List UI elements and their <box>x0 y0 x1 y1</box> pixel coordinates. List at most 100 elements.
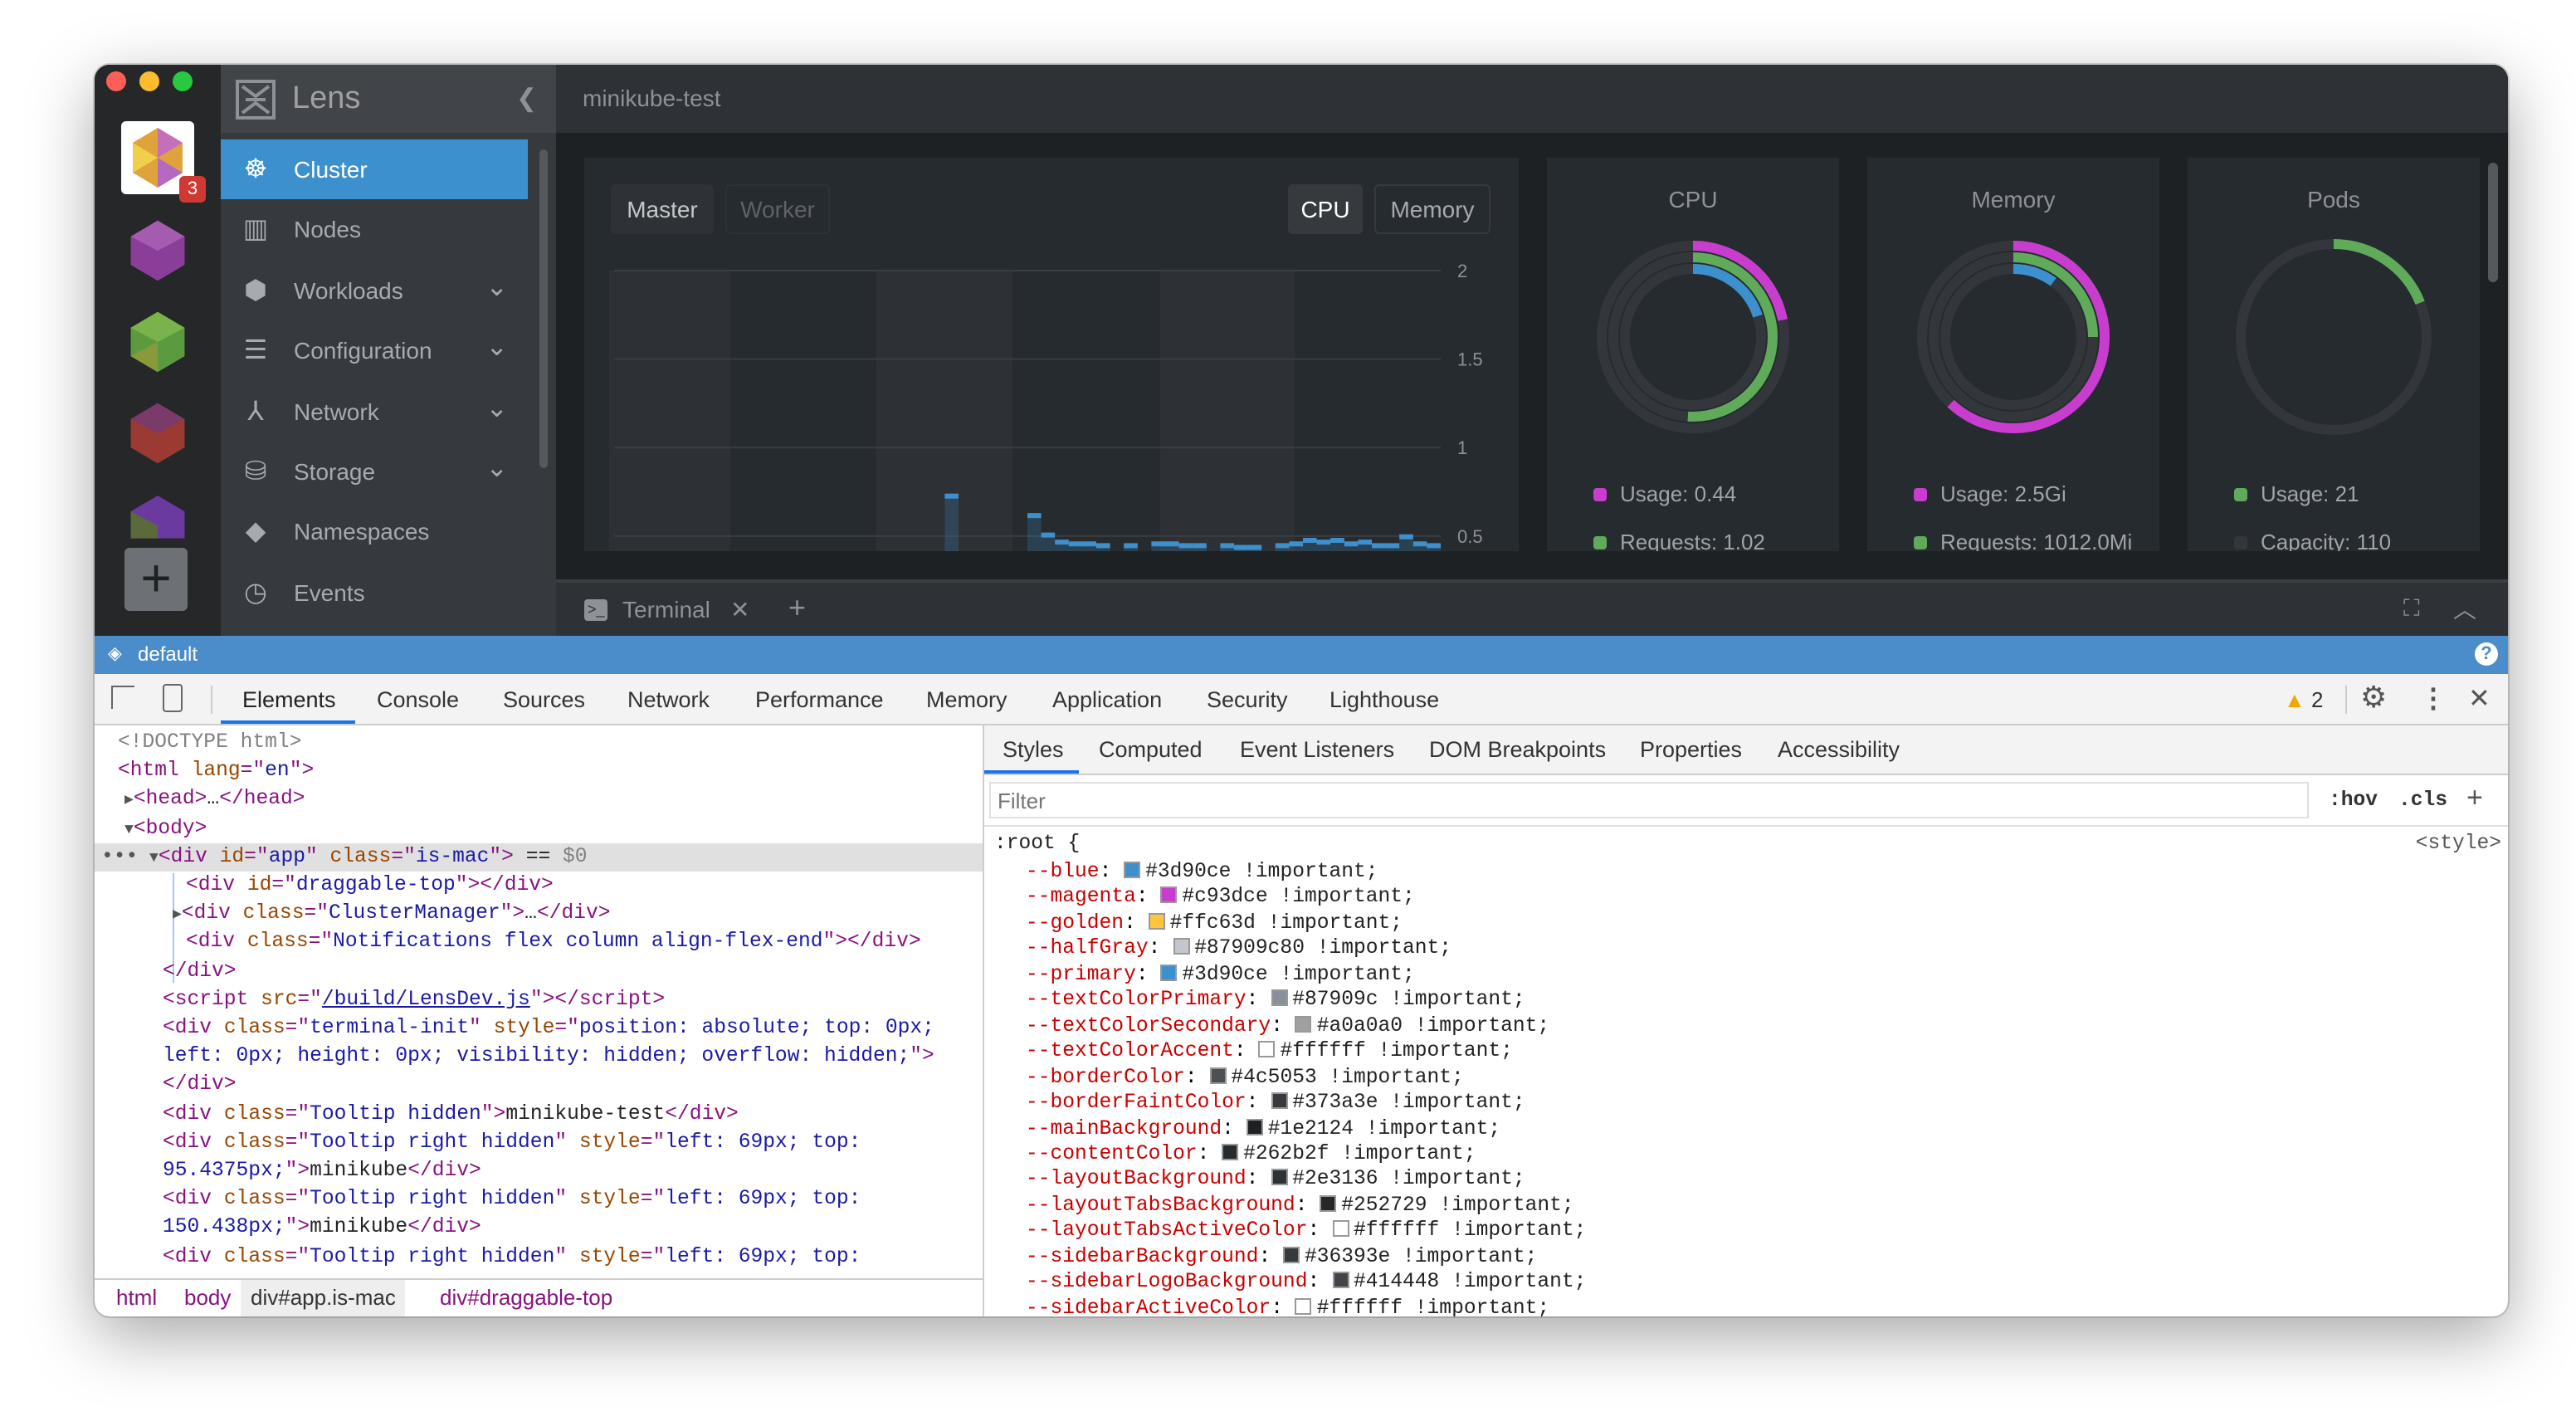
style-property[interactable]: --halfGray: #87909c80 !important; <box>1026 936 1452 960</box>
sidebar-item-workloads[interactable]: ⬢ Workloads ⌄ <box>221 261 528 320</box>
tab-lighthouse[interactable]: Lighthouse <box>1329 687 1440 712</box>
dom-node-row[interactable]: </div> <box>95 1072 983 1100</box>
dom-node-row[interactable]: ▶<head>…</head> <box>95 786 983 814</box>
dom-node-row[interactable]: ••• ▼<div id="app" class="is-mac"> == $0 <box>95 842 983 872</box>
tab-worker[interactable]: Worker <box>725 184 830 234</box>
style-property[interactable]: --contentColor: #262b2f !important; <box>1026 1141 1476 1165</box>
style-property[interactable]: --textColorPrimary: #87909c !important; <box>1026 988 1525 1012</box>
color-swatch[interactable] <box>1320 1194 1337 1212</box>
cluster-icon-violet[interactable] <box>123 490 193 540</box>
collapse-arrow-icon[interactable]: ▼ <box>124 821 134 838</box>
dom-node-row[interactable]: 95.4375px;">minikube</div> <box>95 1157 983 1185</box>
tab-memory[interactable]: Memory <box>926 687 1007 712</box>
dom-node-row[interactable]: 150.438px;">minikube</div> <box>95 1214 983 1243</box>
color-swatch[interactable] <box>1295 1297 1312 1315</box>
tab-master[interactable]: Master <box>611 184 714 234</box>
tab-security[interactable]: Security <box>1207 687 1288 712</box>
style-property[interactable]: --sidebarActiveColor: #ffffff !important… <box>1026 1296 1549 1316</box>
tab-application[interactable]: Application <box>1052 687 1163 712</box>
style-property[interactable]: --textColorSecondary: #a0a0a0 !important… <box>1026 1013 1550 1038</box>
namespace-label[interactable]: default <box>138 642 198 666</box>
style-property[interactable]: --mainBackground: #1e2124 !important; <box>1026 1116 1501 1140</box>
color-swatch[interactable] <box>1332 1220 1349 1238</box>
tab-terminal[interactable]: Terminal <box>622 596 710 623</box>
help-icon[interactable]: ? <box>2475 642 2498 666</box>
pane-divider[interactable] <box>983 725 984 1316</box>
color-swatch[interactable] <box>1332 1272 1349 1289</box>
chevron-down-icon[interactable]: ⌄ <box>485 455 508 483</box>
warnings-counter[interactable]: ▲ 2 <box>2284 687 2323 712</box>
expand-arrow-icon[interactable]: ▶ <box>124 792 134 809</box>
style-property[interactable]: --layoutBackground: #2e3136 !important; <box>1026 1167 1525 1191</box>
style-property[interactable]: --golden: #ffc63d !important; <box>1026 911 1403 935</box>
color-swatch[interactable] <box>1258 1041 1276 1058</box>
color-swatch[interactable] <box>1148 912 1165 930</box>
color-swatch[interactable] <box>1271 1092 1288 1110</box>
tab-memory[interactable]: Memory <box>1374 184 1490 234</box>
styles-tab-event-listeners[interactable]: Event Listeners <box>1240 737 1395 762</box>
sidebar-item-namespaces[interactable]: ◆ Namespaces <box>221 502 528 562</box>
sidebar-item-network[interactable]: ⅄ Network ⌄ <box>221 381 528 441</box>
color-swatch[interactable] <box>1209 1067 1227 1084</box>
color-swatch[interactable] <box>1160 964 1178 981</box>
dom-node-row[interactable]: <script src="/build/LensDev.js"></script… <box>95 986 983 1014</box>
dom-node-row[interactable]: <div class="terminal-init" style="positi… <box>95 1014 983 1043</box>
dom-node-row[interactable]: <div class="Tooltip right hidden" style=… <box>95 1243 983 1271</box>
inspect-element-icon[interactable] <box>111 686 134 709</box>
style-property[interactable]: --layoutTabsActiveColor: #ffffff !import… <box>1026 1218 1587 1243</box>
style-property[interactable]: --primary: #3d90ce !important; <box>1026 962 1415 986</box>
dom-node-row[interactable]: ▼<body> <box>95 814 983 842</box>
style-property[interactable]: --borderColor: #4c5053 !important; <box>1026 1065 1464 1089</box>
fullscreen-icon[interactable]: ⛶ <box>2403 594 2420 621</box>
close-terminal-icon[interactable]: ✕ <box>730 596 750 623</box>
sidebar-scrollbar[interactable] <box>539 149 548 468</box>
sidebar-item-cluster[interactable]: ☸ Cluster <box>221 139 528 199</box>
style-property[interactable]: --blue: #3d90ce !important; <box>1026 860 1378 883</box>
more-options-icon[interactable]: ⋮ <box>2420 686 2447 714</box>
main-scrollbar[interactable] <box>2488 163 2498 282</box>
collapse-arrow-icon[interactable]: ▼ <box>149 849 159 867</box>
color-swatch[interactable] <box>1295 1015 1312 1033</box>
styles-tab-properties[interactable]: Properties <box>1640 737 1743 762</box>
chevron-down-icon[interactable]: ⌄ <box>485 394 508 423</box>
style-property[interactable]: --sidebarBackground: #36393e !important; <box>1026 1244 1538 1268</box>
tab-network[interactable]: Network <box>627 687 710 712</box>
styles-tab-dom-breakpoints[interactable]: DOM Breakpoints <box>1429 737 1607 762</box>
markup-token[interactable]: /build/LensDev.js <box>321 987 530 1011</box>
tab-elements[interactable]: Elements <box>242 687 336 712</box>
close-window-button[interactable] <box>106 71 126 91</box>
styles-tab-styles[interactable]: Styles <box>1003 737 1064 762</box>
dom-node-row[interactable]: </div> <box>95 957 983 985</box>
new-style-rule-button[interactable]: + <box>2466 782 2483 813</box>
dom-node-row[interactable]: left: 0px; height: 0px; visibility: hidd… <box>95 1043 983 1071</box>
expand-arrow-icon[interactable]: ▶ <box>173 906 182 924</box>
dom-node-row[interactable]: <div class="Tooltip right hidden" style=… <box>95 1185 983 1214</box>
color-swatch[interactable] <box>1282 1246 1300 1263</box>
breadcrumb-item[interactable]: html <box>116 1285 158 1310</box>
tab-console[interactable]: Console <box>377 687 460 712</box>
sidebar-item-configuration[interactable]: ☰ Configuration ⌄ <box>221 320 528 380</box>
add-terminal-button[interactable]: + <box>788 591 807 624</box>
color-swatch[interactable] <box>1271 989 1288 1007</box>
color-swatch[interactable] <box>1222 1143 1239 1160</box>
minimize-window-button[interactable] <box>139 71 159 91</box>
rule-source-link[interactable]: <style> <box>2415 832 2501 855</box>
gear-icon[interactable]: ⚙ <box>2360 681 2388 714</box>
style-property[interactable]: --borderFaintColor: #373a3e !important; <box>1026 1091 1525 1115</box>
color-swatch[interactable] <box>1173 938 1190 955</box>
add-cluster-button[interactable]: + <box>124 548 188 611</box>
chevron-down-icon[interactable]: ⌄ <box>485 273 508 302</box>
sidebar-item-nodes[interactable]: ▥ Nodes <box>221 200 528 260</box>
dom-node-row[interactable]: <div class="Tooltip right hidden" style=… <box>95 1129 983 1157</box>
hover-state-toggle[interactable]: :hov <box>2329 789 2378 812</box>
cluster-icon-green[interactable] <box>123 307 193 377</box>
style-property[interactable]: --layoutTabsBackground: #252729 !importa… <box>1026 1193 1574 1217</box>
dom-node-row[interactable]: <div id="draggable-top"></div> <box>95 872 983 900</box>
class-toggle[interactable]: .cls <box>2398 789 2448 812</box>
sidebar-item-events[interactable]: ◷ Events <box>221 563 528 623</box>
color-swatch[interactable] <box>1271 1169 1288 1186</box>
chevron-down-icon[interactable]: ⌄ <box>485 334 508 363</box>
styles-filter-input[interactable] <box>989 782 2309 818</box>
cluster-icon-purple[interactable] <box>123 216 193 286</box>
style-property[interactable]: --sidebarLogoBackground: #414448 !import… <box>1026 1270 1587 1294</box>
